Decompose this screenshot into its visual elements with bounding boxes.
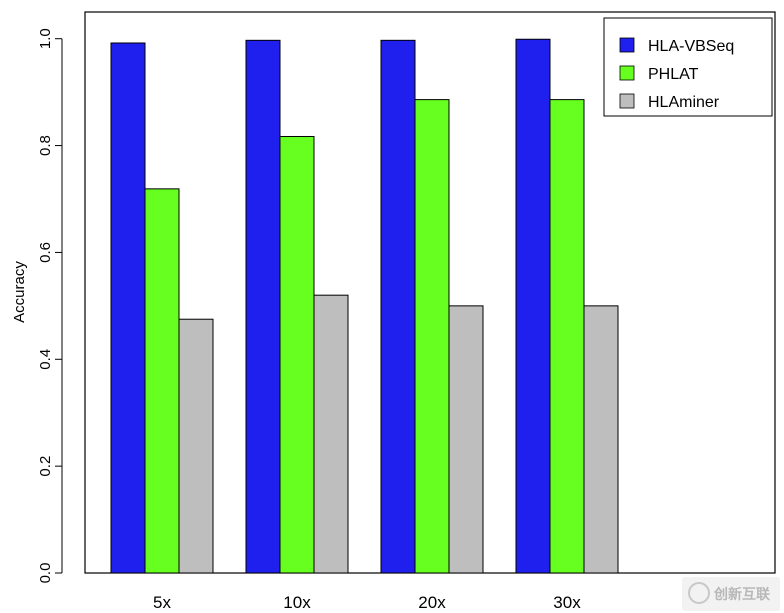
y-axis-title: Accuracy bbox=[11, 261, 28, 323]
legend-swatch bbox=[619, 93, 635, 109]
x-category-label: 20x bbox=[418, 593, 446, 612]
x-category-label: 10x bbox=[283, 593, 311, 612]
legend-entry-label: HLAminer bbox=[648, 94, 720, 111]
bar-hlaminer-5x bbox=[178, 318, 214, 574]
bar-hla-vbseq-5x bbox=[110, 42, 146, 574]
bar-hlaminer-10x bbox=[313, 294, 349, 574]
bar-hla-vbseq-30x bbox=[515, 38, 551, 574]
y-tick-label: 0.4 bbox=[37, 349, 54, 370]
x-axis-labels: 5x 10x 20x 30x bbox=[153, 593, 581, 612]
y-axis: 0.0 0.2 0.4 0.6 0.8 1.0 bbox=[37, 28, 63, 584]
legend-entry-label: PHLAT bbox=[648, 66, 699, 83]
x-category-label: 5x bbox=[153, 593, 171, 612]
y-tick-label: 0.0 bbox=[37, 563, 54, 584]
watermark-logo-icon bbox=[688, 582, 710, 604]
bar-hlaminer-30x bbox=[583, 305, 619, 574]
legend-entry-label: HLA-VBSeq bbox=[648, 38, 734, 55]
bar-phlat-30x bbox=[549, 99, 585, 574]
x-category-label: 30x bbox=[553, 593, 581, 612]
watermark-text: 创新互联 bbox=[714, 587, 770, 603]
bar-hla-vbseq-10x bbox=[245, 39, 281, 574]
bar-phlat-10x bbox=[279, 135, 315, 574]
y-tick-label: 1.0 bbox=[37, 28, 54, 49]
bar-hlaminer-20x bbox=[448, 305, 484, 574]
bar-phlat-20x bbox=[414, 99, 450, 574]
y-tick-label: 0.8 bbox=[37, 135, 54, 156]
bars-group bbox=[110, 38, 619, 574]
bar-phlat-5x bbox=[144, 188, 180, 574]
y-tick-label: 0.2 bbox=[37, 456, 54, 477]
legend-swatch bbox=[619, 65, 635, 81]
watermark: 创新互联 bbox=[682, 577, 780, 611]
legend-swatch bbox=[619, 37, 635, 53]
bar-hla-vbseq-20x bbox=[380, 39, 416, 574]
legend: HLA-VBSeq PHLAT HLAminer bbox=[603, 17, 773, 117]
y-tick-label: 0.6 bbox=[37, 242, 54, 263]
